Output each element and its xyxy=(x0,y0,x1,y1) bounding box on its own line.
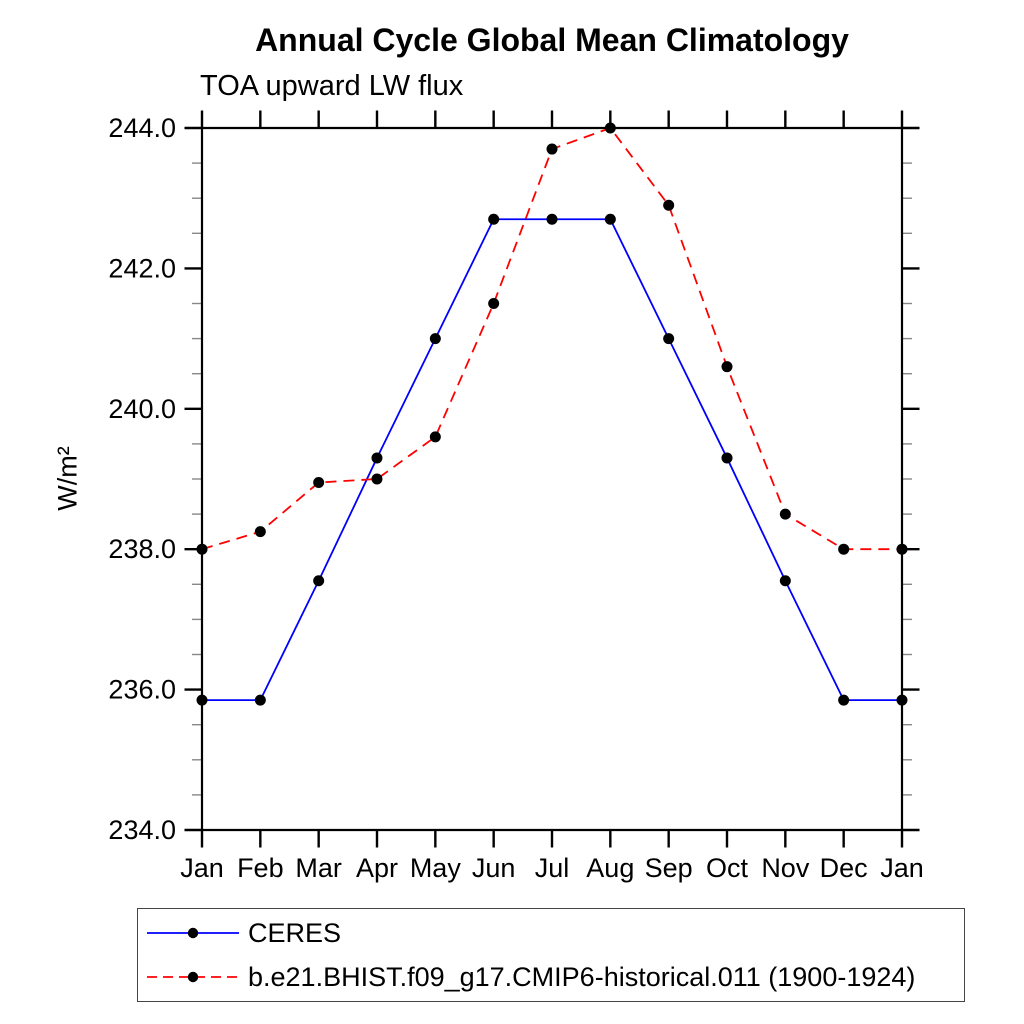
legend-label-model: b.e21.BHIST.f09_g17.CMIP6-historical.011… xyxy=(248,961,916,992)
data-point-marker xyxy=(546,143,558,155)
data-point-marker xyxy=(488,213,500,225)
y-tick-label: 242.0 xyxy=(108,253,176,283)
legend-item-model: b.e21.BHIST.f09_g17.CMIP6-historical.011… xyxy=(138,955,964,999)
data-point-marker xyxy=(896,694,908,706)
legend-item-ceres: CERES xyxy=(138,911,964,955)
legend-label-ceres: CERES xyxy=(248,917,342,948)
data-point-marker xyxy=(254,526,266,538)
data-point-marker xyxy=(196,543,208,555)
x-tick-label: Sep xyxy=(645,853,693,883)
data-point-marker xyxy=(896,543,908,555)
series-line-1 xyxy=(201,126,902,551)
y-tick-label: 240.0 xyxy=(108,394,176,424)
ceres-line-sample-icon xyxy=(147,927,239,939)
chart-title: Annual Cycle Global Mean Climatology xyxy=(255,22,849,58)
data-point-marker xyxy=(663,199,675,211)
y-tick-label: 244.0 xyxy=(108,113,176,143)
x-tick-label: Apr xyxy=(356,853,398,883)
data-point-marker xyxy=(313,575,325,587)
data-point-marker xyxy=(371,452,383,464)
data-point-marker xyxy=(838,543,850,555)
model-line-sample-icon xyxy=(147,971,239,983)
data-point-marker xyxy=(429,431,441,443)
legend: CERES b.e21.BHIST.f09_g17.CMIP6-historic… xyxy=(137,908,965,1002)
data-point-marker xyxy=(838,694,850,706)
x-tick-label: Jun xyxy=(472,853,516,883)
x-tick-label: Feb xyxy=(237,853,284,883)
data-point-marker xyxy=(546,213,558,225)
y-tick-label: 236.0 xyxy=(108,675,176,705)
x-tick-label: Jan xyxy=(180,853,224,883)
x-tick-label: Aug xyxy=(586,853,634,883)
data-point-marker xyxy=(371,473,383,485)
x-tick-label: May xyxy=(410,853,462,883)
data-point-marker xyxy=(779,508,791,520)
x-tick-label: Nov xyxy=(761,853,810,883)
data-point-marker xyxy=(721,452,733,464)
series-line-0 xyxy=(202,218,902,702)
y-tick-label: 234.0 xyxy=(108,815,176,845)
chart-subtitle: TOA upward LW flux xyxy=(200,70,464,102)
data-point-marker xyxy=(254,694,266,706)
x-tick-label: Oct xyxy=(706,853,749,883)
data-point-marker xyxy=(196,694,208,706)
data-point-marker xyxy=(663,333,675,345)
data-point-marker xyxy=(604,122,616,134)
x-tick-label: Mar xyxy=(295,853,342,883)
data-point-marker xyxy=(779,575,791,587)
data-point-marker xyxy=(429,333,441,345)
y-tick-label: 238.0 xyxy=(108,534,176,564)
x-tick-label: Jul xyxy=(535,853,570,883)
x-tick-label: Jan xyxy=(880,853,924,883)
data-point-marker xyxy=(488,298,500,309)
data-point-marker xyxy=(721,361,733,373)
data-point-marker xyxy=(604,213,616,225)
data-point-marker xyxy=(313,477,325,489)
x-tick-label: Dec xyxy=(820,853,868,883)
